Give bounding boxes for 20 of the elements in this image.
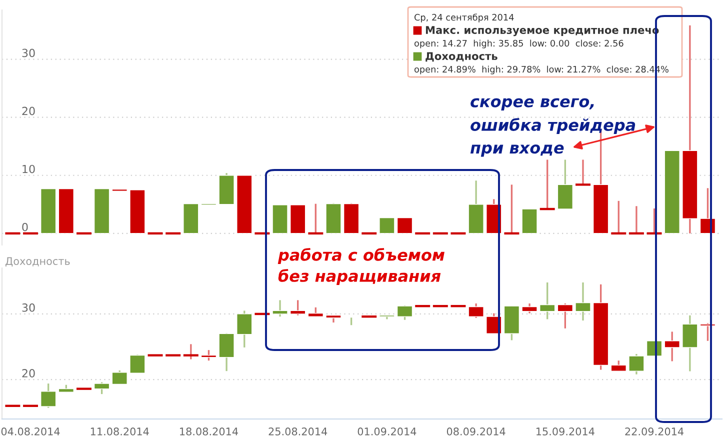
x-tick-label: 04.08.2014 [1, 428, 60, 436]
y-tick-label: 30 [22, 48, 35, 58]
x-tick-label: 15.09.2014 [536, 428, 594, 436]
y-tick-label: 20 [22, 369, 35, 378]
annotation: Доходность [426, 52, 498, 62]
y-tick-label: 30 [22, 303, 35, 312]
x-tick-label: 25.08.2014 [268, 428, 328, 436]
annotation: Ср, 24 сентября 2014 [414, 14, 514, 22]
y-tick-label: 0 [22, 222, 28, 232]
y-tick-label: 20 [22, 106, 35, 116]
x-tick-label: 08.09.2014 [446, 428, 506, 436]
annotation: работа с объемом без наращивания [278, 248, 444, 286]
x-tick-label: 01.09.2014 [358, 428, 416, 436]
x-tick-label: 18.08.2014 [180, 428, 238, 436]
x-tick-label: 11.08.2014 [90, 428, 149, 436]
x-tick-label: 22.09.2014 [625, 428, 684, 436]
y-tick-label: 10 [22, 164, 35, 174]
y-axis-title: Доходность [6, 257, 70, 267]
annotation: скорее всего, ошибка трейдера при входе [470, 98, 636, 157]
annotation: open: 14.27 high: 35.85 low: 0.00 close: 2.56 [414, 40, 624, 48]
